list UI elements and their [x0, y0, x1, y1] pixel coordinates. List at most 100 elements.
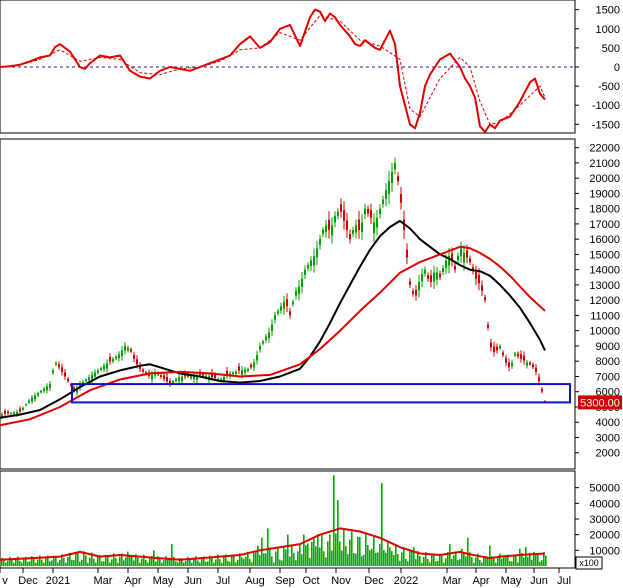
volume-bar: [7, 560, 9, 566]
volume-bar: [237, 559, 239, 566]
price-candle-body: [250, 364, 252, 368]
x-axis-tick-label: Dec: [364, 575, 384, 587]
price-candle-body: [73, 387, 75, 391]
price-y-tick-label: 9000: [596, 341, 620, 353]
volume-bar: [39, 555, 41, 566]
price-candle-body: [358, 219, 360, 231]
price-candle-body: [487, 324, 489, 328]
price-candle-body: [322, 230, 324, 234]
volume-bar: [185, 561, 187, 566]
price-y-tick-label: 15000: [589, 249, 620, 261]
volume-bar: [271, 556, 273, 566]
volume-bar: [501, 558, 503, 566]
volume-bar: [459, 559, 461, 566]
price-candle-body: [91, 374, 93, 380]
volume-bar: [317, 534, 319, 566]
volume-bar: [127, 551, 129, 566]
oscillator-y-tick-label: -1500: [592, 119, 620, 131]
volume-bar: [343, 529, 345, 566]
volume-bar: [411, 551, 413, 566]
volume-bar: [497, 556, 499, 566]
oscillator-y-tick-label: -500: [598, 81, 620, 93]
price-candle-body: [127, 347, 129, 351]
volume-bar: [15, 559, 17, 566]
price-candle-body: [52, 370, 54, 373]
volume-bar: [483, 556, 485, 566]
volume-bar: [473, 562, 475, 566]
price-candle-body: [307, 265, 309, 269]
volume-bar: [253, 552, 255, 566]
volume-bar: [191, 562, 193, 566]
volume-bar: [449, 544, 451, 566]
price-candle-body: [457, 255, 459, 261]
price-candle-body: [430, 275, 432, 282]
price-candle-body: [244, 369, 246, 373]
volume-bar: [197, 560, 199, 566]
volume-bar: [339, 541, 341, 566]
volume-bar: [359, 536, 361, 566]
volume-bar: [423, 556, 425, 566]
volume-bar: [337, 500, 339, 566]
volume-bar: [135, 554, 137, 566]
price-candle-body: [361, 222, 363, 232]
volume-bar: [275, 551, 277, 566]
volume-bar: [123, 560, 125, 566]
volume-bar: [507, 554, 509, 566]
x-axis-tick-label: Oct: [302, 575, 319, 587]
volume-bar: [241, 557, 243, 566]
volume-bar: [171, 544, 173, 566]
volume-bar: [21, 562, 23, 566]
price-candle-body: [505, 358, 507, 363]
volume-bar: [231, 554, 233, 566]
price-candle-body: [523, 355, 525, 361]
x-axis-tick-label: 2022: [394, 575, 418, 587]
price-candle-body: [397, 176, 399, 182]
volume-bar: [481, 562, 483, 566]
price-candle-body: [337, 211, 339, 216]
price-candle-body: [484, 297, 486, 301]
volume-bar: [245, 556, 247, 566]
price-candle-body: [247, 369, 249, 371]
price-y-tick-label: 17000: [589, 219, 620, 231]
price-candle-body: [136, 359, 138, 365]
volume-bar: [117, 562, 119, 566]
volume-bar: [199, 562, 201, 566]
volume-bar: [71, 559, 73, 566]
price-candle-body: [160, 375, 162, 378]
price-candle-body: [163, 375, 165, 379]
volume-bar: [201, 557, 203, 566]
price-candle-body: [97, 370, 99, 373]
price-y-tick-label: 18000: [589, 204, 620, 216]
price-y-tick-label: 22000: [589, 143, 620, 155]
x-axis-tick-label: Jun: [530, 575, 548, 587]
volume-bar: [149, 557, 151, 566]
volume-bar: [355, 553, 357, 566]
volume-bar: [307, 543, 309, 566]
volume-bar: [235, 562, 237, 566]
volume-bar: [55, 556, 57, 566]
price-candle-body: [79, 384, 81, 388]
volume-bar: [17, 556, 19, 566]
volume-bar: [297, 551, 299, 566]
price-candle-body: [256, 355, 258, 361]
price-candle-body: [478, 275, 480, 284]
volume-bar: [257, 545, 259, 566]
volume-bar: [417, 551, 419, 566]
volume-bar: [311, 541, 313, 566]
volume-bar: [397, 554, 399, 566]
volume-bar: [383, 550, 385, 566]
volume-bar: [5, 562, 7, 566]
x-axis-tick-label: Mar: [94, 575, 113, 587]
price-candle-body: [82, 381, 84, 384]
volume-bar: [345, 546, 347, 566]
price-candle-body: [76, 388, 78, 393]
volume-bar: [217, 554, 219, 566]
volume-unit-box: [575, 556, 603, 570]
price-candle-body: [103, 365, 105, 370]
volume-bar: [69, 552, 71, 566]
price-candle-body: [130, 349, 132, 352]
volume-bar: [511, 561, 513, 566]
volume-bar: [431, 554, 433, 566]
volume-bar: [379, 543, 381, 566]
price-candle-body: [310, 260, 312, 267]
